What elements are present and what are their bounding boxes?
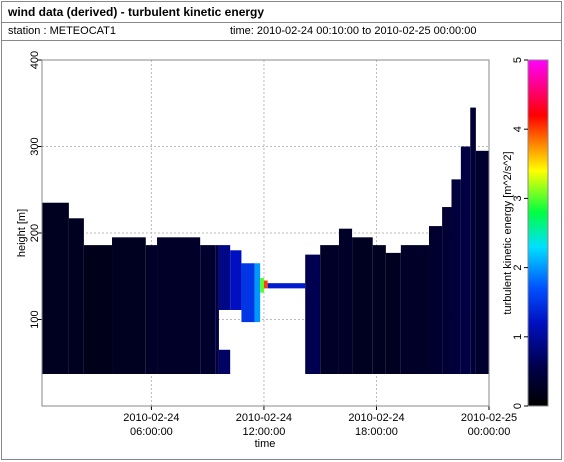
heatmap-cell <box>157 237 201 374</box>
colorbar-tick-label: 4 <box>512 126 524 132</box>
heatmap-cell <box>451 179 461 374</box>
heatmap-cell <box>215 245 219 374</box>
heatmap-cell <box>338 228 353 374</box>
x-tick-label: 2010-02-24 12:00:00 <box>236 412 292 438</box>
heatmap-cell <box>112 237 146 374</box>
x-tick-label: 2010-02-24 06:00:00 <box>123 412 179 438</box>
heatmap-cell <box>267 283 306 289</box>
heatmap-cell <box>241 263 255 323</box>
colorbar-tick-label: 1 <box>512 334 524 340</box>
colorbar-label: turbulent kinetic energy [m^2/s^2] <box>502 151 514 314</box>
heatmap-cell <box>42 202 69 374</box>
heatmap-cell <box>68 218 84 374</box>
station: station : METEOCAT1 <box>8 25 116 37</box>
heatmap-cell <box>475 150 489 374</box>
heatmap-cell <box>254 263 261 323</box>
y-tick-label: 200 <box>29 224 41 242</box>
heatmap-cell <box>352 237 373 374</box>
colorbar-tick-label: 3 <box>512 195 524 201</box>
colorbar-tick-label: 0 <box>512 403 524 409</box>
heatmap-cell <box>372 245 386 374</box>
heatmap-cell <box>442 207 452 374</box>
heatmap-cell <box>230 250 242 310</box>
x-tick-label: 2010-02-25 00:00:00 <box>461 412 517 438</box>
y-tick-label: 300 <box>29 137 41 155</box>
heatmap-cell <box>263 280 268 289</box>
heatmap-cell <box>460 146 471 374</box>
heatmap-cell <box>218 349 231 374</box>
colorbar-tick-label: 2 <box>512 265 524 271</box>
colorbar <box>527 59 549 407</box>
heatmap-cell <box>305 254 321 374</box>
period: time: 2010-02-24 00:10:00 to 2010-02-25 … <box>230 25 476 37</box>
heatmap-cell <box>400 245 429 374</box>
heatmap-cell <box>83 245 113 374</box>
heatmap-cell <box>145 245 158 374</box>
heatmap-cell <box>200 245 216 374</box>
chart-title: wind data (derived) - turbulent kinetic … <box>7 5 264 19</box>
colorbar-tick-label: 5 <box>512 57 524 63</box>
heatmap-cell <box>428 226 443 374</box>
heatmap-cell <box>320 245 339 374</box>
heatmap-cell <box>470 107 476 374</box>
heatmap-cell <box>218 245 231 310</box>
heatmap-cell <box>260 277 264 293</box>
y-tick-label: 100 <box>29 310 41 328</box>
plot-border <box>41 59 490 407</box>
x-tick-label: 2010-02-24 18:00:00 <box>348 412 404 438</box>
heatmap-cell <box>385 252 401 374</box>
y-tick-label: 400 <box>29 51 41 69</box>
x-axis-label: time <box>255 438 276 450</box>
y-axis-label: height [m] <box>16 209 28 257</box>
